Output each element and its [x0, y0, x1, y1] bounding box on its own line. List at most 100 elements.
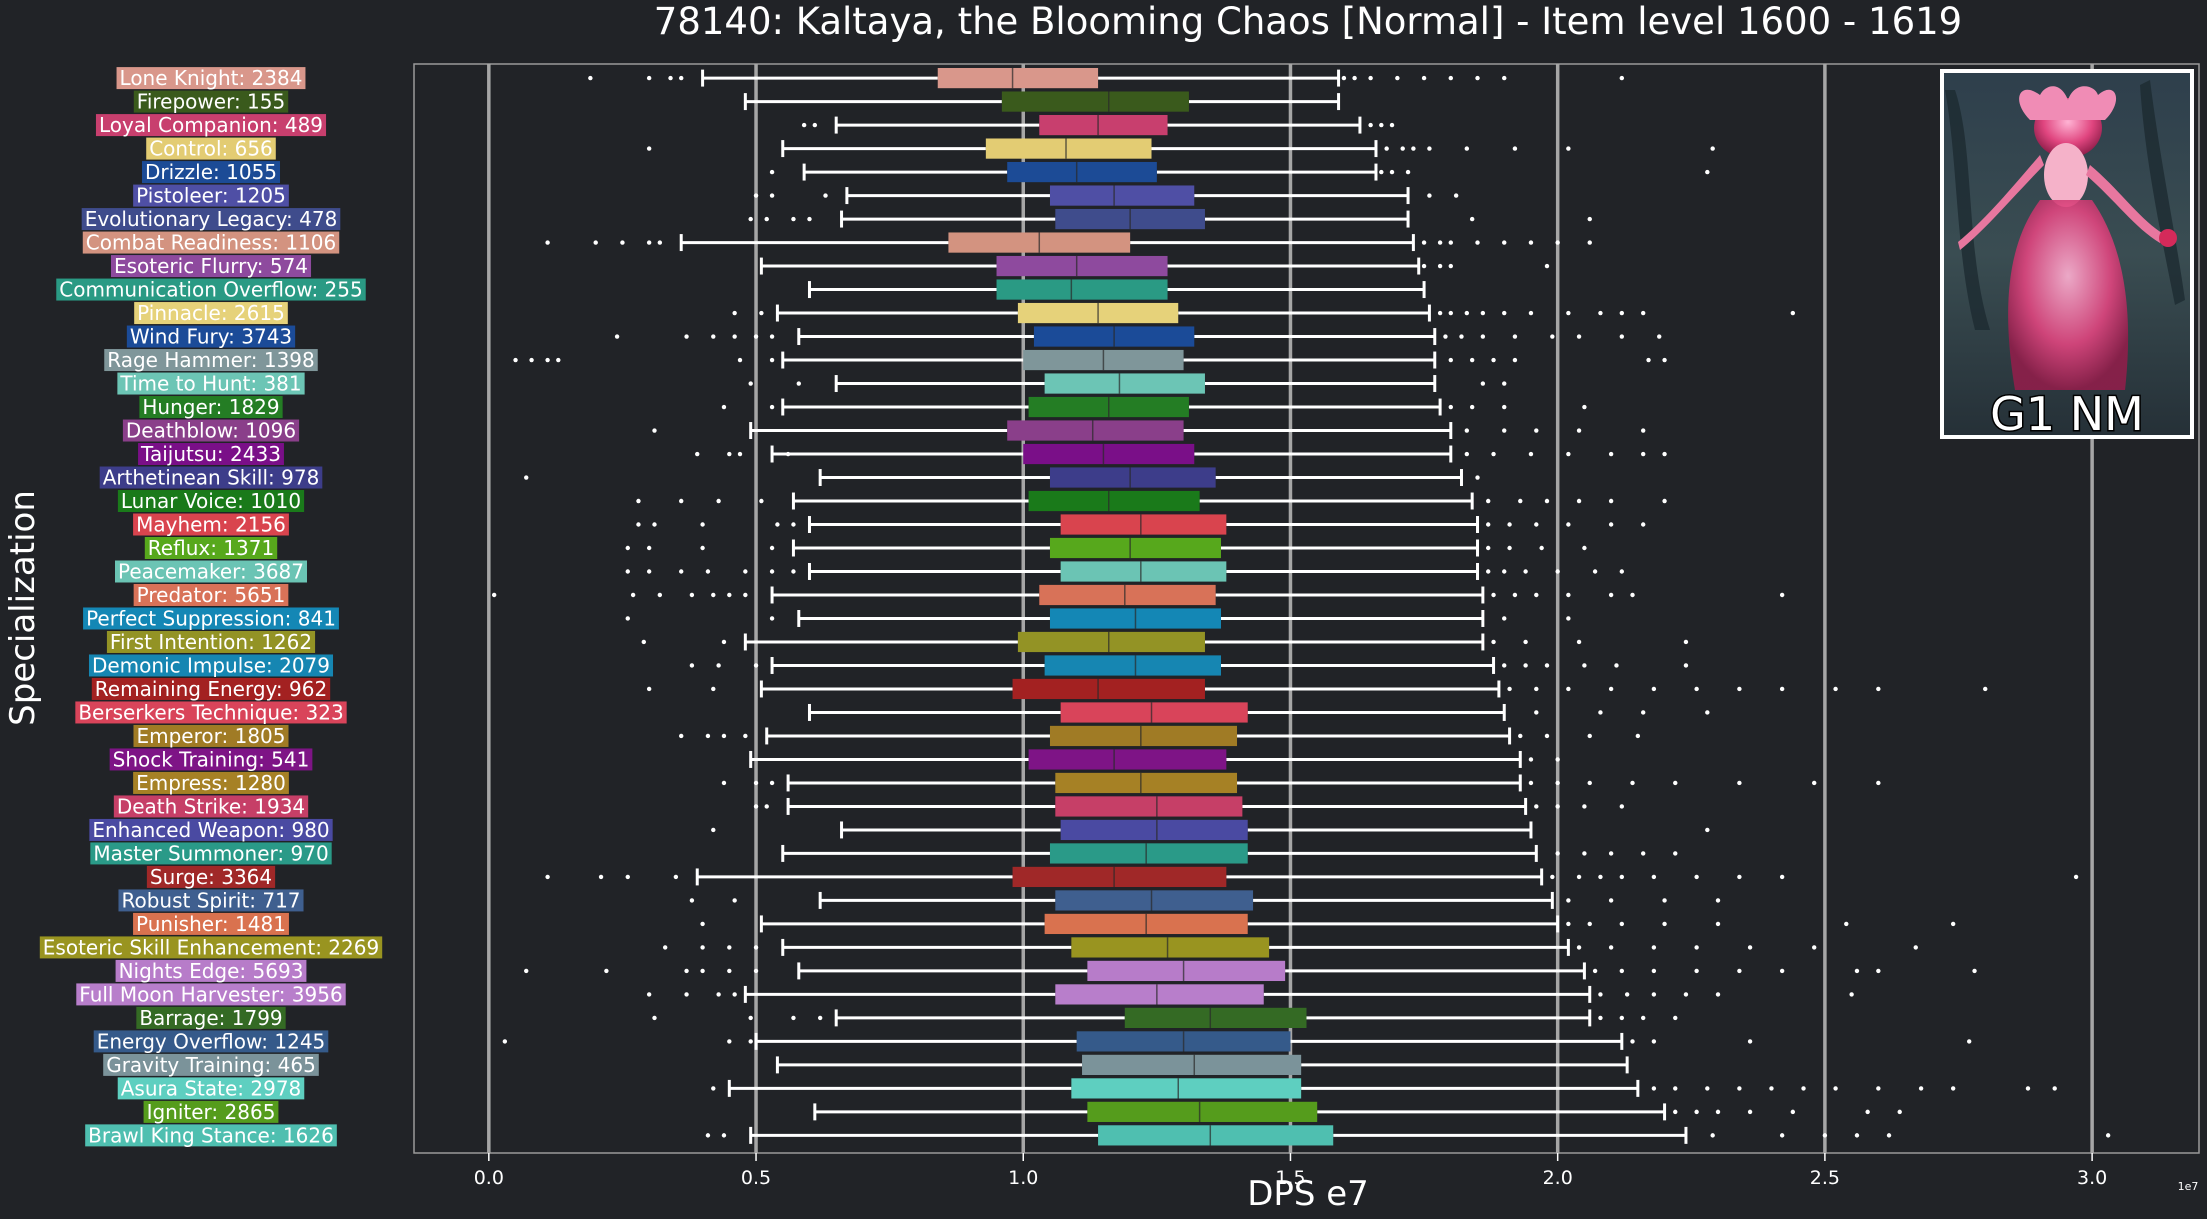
outlier-point — [2052, 1086, 2057, 1091]
outlier-point — [1475, 475, 1480, 480]
category-label-background — [126, 325, 296, 348]
outlier-point — [1651, 686, 1657, 692]
box-row — [753, 185, 1459, 206]
outlier-point — [1950, 921, 1956, 927]
outlier-point — [1534, 804, 1539, 809]
outlier-point — [1673, 1109, 1678, 1115]
portrait-arm-right — [2086, 165, 2165, 243]
box-row — [711, 819, 1710, 841]
category-label: Rage Hammer: 1398 — [104, 348, 318, 372]
category-label: Enhanced Weapon: 980 — [89, 818, 333, 842]
box-row — [679, 725, 1641, 747]
outlier-point — [775, 522, 780, 527]
outlier-point — [769, 545, 775, 551]
outlier-point — [1737, 686, 1742, 692]
category-label-text: Full Moon Harvester: 3956 — [79, 982, 342, 1006]
outlier-point — [769, 616, 775, 621]
outlier-point — [1619, 968, 1625, 974]
category-label-text: Gravity Training: 465 — [106, 1053, 316, 1077]
outlier-point — [1539, 545, 1544, 551]
outlier-point — [1598, 1015, 1603, 1021]
outlier-point — [1534, 710, 1539, 715]
category-label-background — [85, 1124, 337, 1147]
outlier-point — [1368, 122, 1373, 128]
outlier-point — [1854, 1133, 1860, 1138]
outlier-point — [1779, 592, 1785, 598]
category-label: Demonic Impulse: 2079 — [88, 653, 334, 677]
outlier-point — [1715, 992, 1721, 997]
category-label-background — [115, 560, 307, 583]
category-label: Nights Edge: 5693 — [115, 959, 307, 983]
category-label-text: Rage Hammer: 1398 — [107, 348, 315, 372]
outlier-point — [1523, 639, 1528, 645]
outlier-point — [1608, 592, 1614, 598]
category-label: First Intention: 1262 — [106, 630, 316, 654]
outlier-point — [1779, 874, 1785, 880]
portrait-hand-flower — [2159, 229, 2177, 247]
portrait-tree — [1945, 90, 1990, 330]
outlier-point — [1502, 663, 1507, 668]
box-row — [491, 584, 1785, 606]
outlier-point — [1790, 1109, 1796, 1115]
category-label: Energy Overflow: 1245 — [93, 1029, 329, 1053]
outlier-point — [1566, 686, 1571, 692]
box-row — [652, 1007, 1678, 1029]
outlier-point — [524, 968, 529, 974]
outlier-point — [807, 216, 812, 222]
outlier-point — [1651, 992, 1657, 997]
outlier-point — [1790, 310, 1796, 316]
outlier-point — [748, 1039, 753, 1044]
category-label: Full Moon Harvester: 3956 — [76, 982, 346, 1006]
outlier-point — [1608, 686, 1614, 692]
outlier-point — [1528, 780, 1534, 786]
outlier-point — [1389, 169, 1395, 175]
box-row — [775, 1054, 1629, 1075]
outlier-point — [1491, 639, 1496, 645]
outlier-point — [705, 733, 711, 739]
outlier-point — [705, 569, 711, 574]
outlier-point — [1448, 75, 1453, 81]
box-row — [705, 1125, 2111, 1146]
category-label: Hunger: 1829 — [139, 395, 283, 419]
outlier-point — [1598, 874, 1603, 880]
iqr-box — [1060, 561, 1227, 582]
outlier-point — [1379, 122, 1384, 128]
outlier-point — [716, 498, 721, 504]
outlier-point — [679, 498, 684, 504]
iqr-box — [1049, 467, 1216, 488]
box-row — [625, 608, 1571, 629]
outlier-point — [1598, 310, 1603, 316]
category-label-background — [116, 67, 306, 90]
box-row — [695, 443, 1667, 465]
category-label: Communication Overflow: 255 — [56, 278, 366, 302]
category-label-text: Brawl King Stance: 1626 — [88, 1123, 334, 1147]
outlier-point — [1651, 945, 1657, 950]
outlier-point — [711, 1086, 716, 1091]
box-series — [491, 67, 2111, 1146]
outlier-point — [1972, 968, 1977, 974]
outlier-point — [764, 804, 769, 809]
outlier-point — [1705, 827, 1710, 833]
box-row — [513, 349, 1667, 371]
iqr-box — [1071, 1078, 1302, 1099]
outlier-point — [588, 75, 593, 81]
outlier-point — [1475, 240, 1480, 245]
outlier-point — [1555, 240, 1560, 245]
outlier-point — [1822, 1133, 1828, 1138]
outlier-point — [1518, 498, 1523, 504]
outlier-point — [1779, 686, 1785, 692]
category-label-background — [104, 349, 318, 372]
category-label-text: Pinnacle: 2615 — [137, 301, 285, 325]
outlier-point — [1400, 146, 1405, 151]
category-label-text: Evolutionary Legacy: 478 — [85, 207, 338, 231]
portrait-arm-left — [1958, 155, 2044, 250]
box-row — [711, 1078, 2057, 1099]
outlier-point — [1624, 992, 1630, 997]
outlier-point — [1544, 498, 1550, 504]
difficulty-badge: G1 NM — [1990, 387, 2144, 441]
outlier-point — [1865, 1109, 1870, 1115]
category-label: Esoteric Flurry: 574 — [110, 254, 312, 278]
outlier-point — [1528, 757, 1534, 762]
category-label-text: Time to Hunt: 381 — [119, 372, 301, 396]
outlier-point — [652, 1015, 657, 1021]
